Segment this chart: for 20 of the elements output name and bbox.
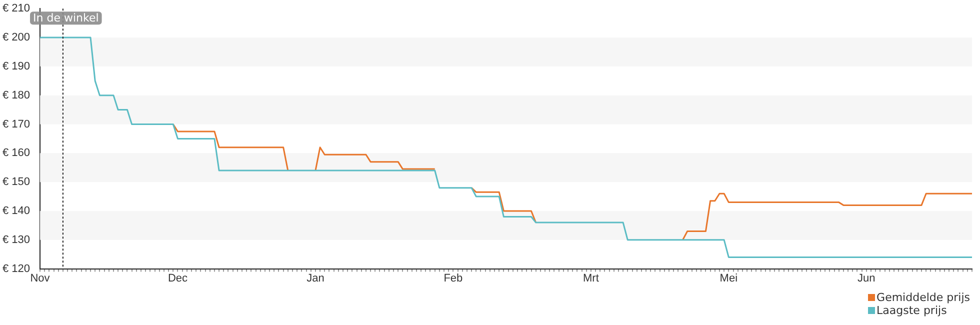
y-tick-label: € 140 [2, 205, 30, 218]
legend-label: Laagste prijs [876, 304, 947, 317]
y-tick-label: € 130 [2, 234, 30, 246]
x-tick-label: Mei [720, 272, 738, 284]
x-tick-label: Feb [444, 272, 463, 284]
x-tick-label: Dec [168, 272, 188, 284]
legend-label: Gemiddelde prijs [876, 291, 970, 304]
x-tick-label: Nov [30, 272, 50, 284]
x-tick-label: Jun [858, 272, 876, 284]
y-tick-label: € 180 [2, 89, 30, 102]
annotation: In de winkel [33, 11, 99, 24]
y-tick-label: € 200 [2, 32, 30, 44]
y-tick-label: € 160 [2, 147, 30, 160]
x-tick-label: Jan [306, 272, 324, 284]
y-tick-label: € 120 [2, 262, 30, 275]
y-tick-label: € 170 [2, 118, 30, 130]
y-tick-label: € 210 [2, 2, 30, 15]
y-tick-label: € 190 [2, 60, 30, 72]
y-tick-label: € 150 [2, 176, 30, 188]
x-tick-label: Mrt [582, 272, 599, 284]
